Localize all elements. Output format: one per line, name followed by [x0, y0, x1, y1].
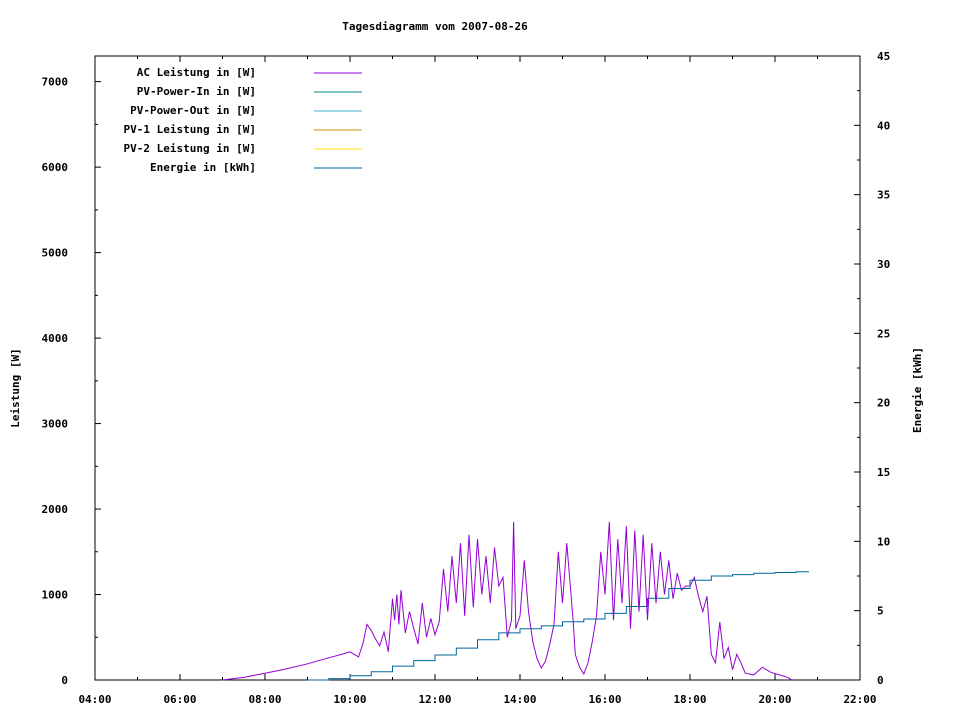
y-tick-label: 3000	[42, 418, 69, 431]
legend-label: PV-Power-Out in [W]	[130, 104, 256, 117]
legend-label: AC Leistung in [W]	[137, 66, 256, 79]
legend-label: Energie in [kWh]	[150, 161, 256, 174]
x-tick-label: 04:00	[78, 693, 111, 706]
y2-axis-label: Energie [kWh]	[911, 347, 924, 433]
y2-tick-label: 5	[877, 605, 884, 618]
y2-tick-label: 15	[877, 466, 890, 479]
y2-tick-label: 35	[877, 189, 890, 202]
y2-tick-label: 10	[877, 535, 890, 548]
y2-tick-label: 20	[877, 397, 890, 410]
y-tick-label: 6000	[42, 161, 69, 174]
y2-tick-label: 45	[877, 50, 890, 63]
series-line	[222, 521, 793, 681]
x-tick-label: 14:00	[503, 693, 536, 706]
y2-tick-label: 30	[877, 258, 890, 271]
y-tick-label: 2000	[42, 503, 69, 516]
x-tick-label: 08:00	[248, 693, 281, 706]
legend-label: PV-1 Leistung in [W]	[124, 123, 256, 136]
chart-title: Tagesdiagramm vom 2007-08-26	[342, 20, 528, 33]
y-tick-label: 7000	[42, 76, 69, 89]
y-axis-label: Leistung [W]	[9, 348, 22, 427]
x-tick-label: 12:00	[418, 693, 451, 706]
y-tick-label: 5000	[42, 247, 69, 260]
y2-tick-label: 0	[877, 674, 884, 687]
x-tick-label: 16:00	[588, 693, 621, 706]
y-tick-label: 4000	[42, 332, 69, 345]
series-line	[307, 571, 809, 681]
x-tick-label: 10:00	[333, 693, 366, 706]
y2-tick-label: 25	[877, 327, 890, 340]
legend: AC Leistung in [W] PV-Power-In in [W] PV-P…	[124, 66, 362, 174]
legend-label: PV-Power-In in [W]	[137, 85, 256, 98]
series-lines	[222, 521, 809, 681]
y2-tick-label: 40	[877, 119, 890, 132]
x-tick-label: 06:00	[163, 693, 196, 706]
y-tick-label: 0	[61, 674, 68, 687]
x-tick-label: 18:00	[673, 693, 706, 706]
y-tick-label: 1000	[42, 589, 69, 602]
legend-label: PV-2 Leistung in [W]	[124, 142, 256, 155]
axis-tick-labels: 04:00 06:00 08:00 10:00 12:00 14:00 16:00 18:00…	[42, 50, 891, 706]
x-tick-label: 20:00	[758, 693, 791, 706]
axis-ticks	[94, 55, 861, 681]
x-tick-label: 22:00	[843, 693, 876, 706]
